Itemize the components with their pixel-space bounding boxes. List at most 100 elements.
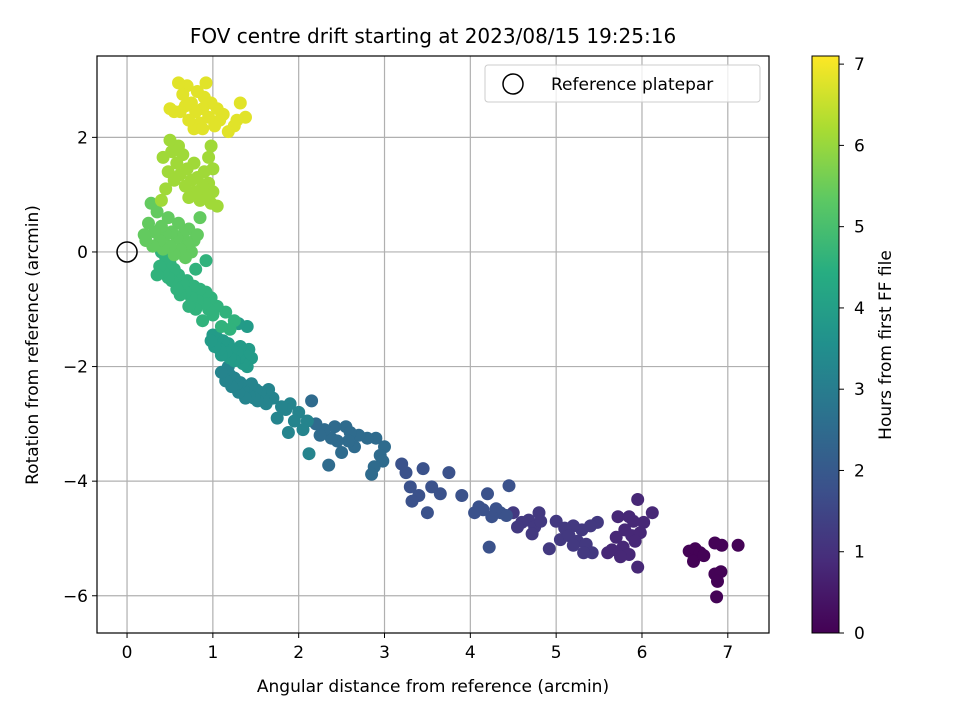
data-point <box>302 447 316 461</box>
data-point <box>182 299 196 313</box>
data-point <box>172 76 185 90</box>
data-point <box>365 467 379 481</box>
data-point <box>142 216 155 230</box>
data-point <box>190 85 204 98</box>
data-point <box>196 314 210 328</box>
x-axis-ticks: 0 1 2 3 4 5 6 7 <box>122 633 733 663</box>
x-tick-label: 7 <box>722 643 733 663</box>
data-point <box>403 480 417 494</box>
data-point <box>193 211 207 225</box>
colorbar-tick-label: 0 <box>854 624 865 644</box>
data-point <box>176 87 190 101</box>
colorbar-tick-label: 1 <box>854 543 865 563</box>
legend-box <box>484 64 761 103</box>
data-point <box>163 133 177 147</box>
reference-marker <box>116 241 138 263</box>
x-tick-label: 2 <box>293 643 304 663</box>
data-point <box>731 538 745 552</box>
data-point <box>214 365 228 379</box>
data-point <box>204 334 218 348</box>
colorbar-ticks: 0 1 2 3 4 5 6 7 <box>839 55 865 644</box>
colorbar: 0 1 2 3 4 5 6 7 Hours from first FF file <box>811 55 896 644</box>
data-point <box>150 268 164 282</box>
data-point <box>549 514 563 528</box>
data-point <box>270 411 284 425</box>
data-point <box>631 560 645 574</box>
y-axis-ticks: −6 −4 −2 0 2 <box>63 128 97 607</box>
legend-marker-icon <box>502 73 524 95</box>
data-point <box>687 554 700 568</box>
data-point <box>328 420 342 434</box>
data-point <box>566 538 580 552</box>
legend-label: Reference platepar <box>551 75 713 95</box>
data-point <box>645 506 659 520</box>
data-point <box>233 96 247 110</box>
data-points <box>137 76 745 604</box>
x-tick-label: 5 <box>551 643 562 663</box>
y-tick-label: −6 <box>63 587 88 607</box>
data-point <box>182 113 196 127</box>
data-point <box>631 493 645 506</box>
data-point <box>163 102 177 116</box>
data-point <box>715 538 729 552</box>
x-tick-label: 0 <box>122 643 133 663</box>
colorbar-tick-label: 2 <box>854 461 865 481</box>
data-point <box>711 574 724 588</box>
colorbar-tick-label: 4 <box>854 299 865 319</box>
data-point <box>420 506 434 520</box>
x-tick-label: 3 <box>379 643 390 663</box>
data-point <box>170 156 184 170</box>
data-point <box>214 320 228 333</box>
data-point <box>628 534 642 548</box>
data-point <box>202 150 216 164</box>
data-point <box>626 514 640 528</box>
data-point <box>577 546 591 560</box>
plot-frame <box>96 55 770 634</box>
colorbar-label: Hours from first FF file <box>876 250 896 440</box>
x-tick-label: 1 <box>207 643 218 663</box>
data-point <box>275 400 288 414</box>
data-point <box>534 514 548 528</box>
data-point <box>511 520 524 534</box>
data-point <box>455 489 469 502</box>
data-point <box>206 162 220 176</box>
reference-platepar-marker <box>116 241 138 263</box>
data-point <box>614 550 627 564</box>
data-point <box>601 546 615 560</box>
colorbar-gradient <box>811 55 840 634</box>
data-point <box>221 125 235 139</box>
data-point <box>199 76 213 90</box>
y-axis-label: Rotation from reference (arcmin) <box>23 205 43 485</box>
y-tick-label: 0 <box>77 243 88 263</box>
data-point <box>281 426 295 439</box>
data-point <box>481 487 494 501</box>
grid-lines <box>97 56 769 633</box>
data-point <box>697 549 711 563</box>
data-point <box>609 530 623 544</box>
data-point <box>425 480 439 494</box>
data-point <box>322 458 336 472</box>
data-point <box>442 466 456 480</box>
data-point <box>542 542 556 556</box>
data-point <box>190 228 204 242</box>
data-point <box>189 262 203 276</box>
data-point <box>405 494 419 508</box>
data-point <box>144 196 158 210</box>
data-point <box>178 179 192 193</box>
x-tick-label: 4 <box>465 643 476 663</box>
data-point <box>159 182 173 196</box>
data-point <box>482 540 496 554</box>
data-point <box>196 122 210 136</box>
data-point <box>342 434 355 448</box>
data-point <box>395 457 409 471</box>
data-point <box>525 527 539 541</box>
x-axis-label: Angular distance from reference (arcmin) <box>257 677 609 697</box>
colorbar-tick-label: 6 <box>854 136 865 156</box>
colorbar-tick-label: 5 <box>854 218 865 238</box>
data-point <box>154 193 168 207</box>
colorbar-tick-label: 3 <box>854 380 865 400</box>
data-point <box>204 139 218 153</box>
data-point <box>296 423 310 437</box>
data-point <box>199 254 213 268</box>
y-tick-label: 2 <box>77 128 88 148</box>
